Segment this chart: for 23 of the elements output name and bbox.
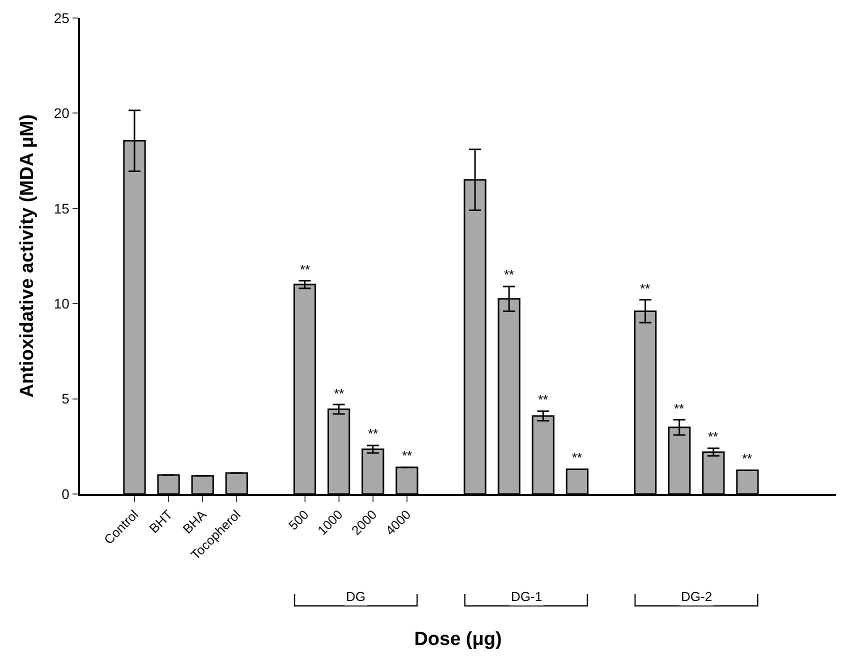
y-tick-label: 25 [54, 10, 70, 26]
text: DG-2 [681, 589, 712, 604]
data-label: ** [742, 451, 752, 466]
text: DG-1 [511, 589, 542, 604]
data-label: ** [674, 401, 684, 416]
y-axis-title: Antioxidative activity (MDA μM) [17, 114, 38, 398]
data-label: ** [538, 392, 548, 407]
data-label: ** [504, 267, 514, 282]
y-tick-label: 20 [54, 105, 70, 122]
data-label: ** [402, 448, 412, 463]
x-tick-label: 500 [286, 506, 312, 533]
text: DG [346, 589, 366, 604]
data-label: ** [640, 281, 650, 296]
x-axis-title: Dose (μg) [414, 628, 502, 650]
y-tick-label: 0 [62, 486, 70, 502]
data-label: ** [572, 450, 582, 465]
data-label: ** [300, 262, 310, 277]
data-label: ** [334, 386, 344, 401]
y-tick-label: 15 [54, 200, 70, 216]
data-label: ** [368, 426, 378, 441]
y-tick-label: 5 [62, 390, 70, 407]
data-label: ** [708, 429, 718, 444]
y-tick-label: 10 [54, 296, 70, 312]
